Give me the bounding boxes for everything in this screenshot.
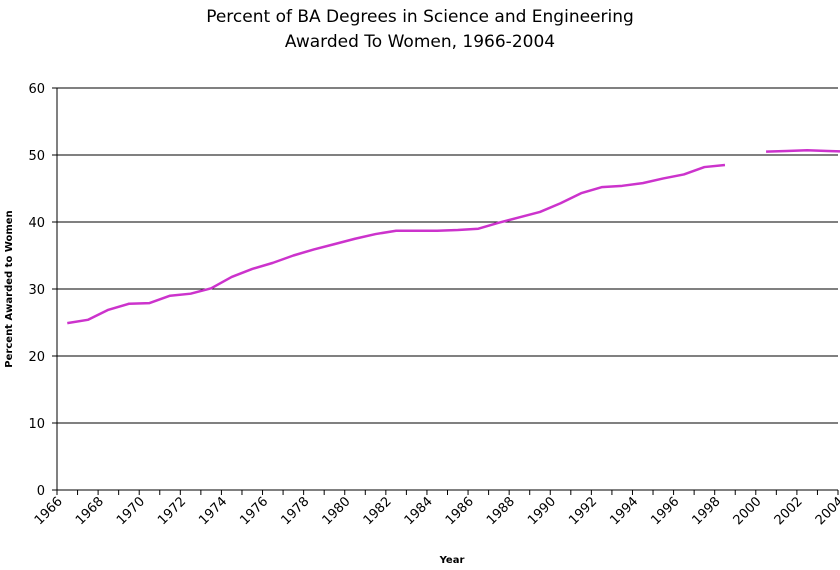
x-tick-label: 1986 [443,494,477,528]
x-tick-label: 2002 [772,494,806,528]
x-tick-label: 1976 [237,494,271,528]
y-tick-label: 50 [28,149,45,164]
y-tick-label: 0 [37,484,45,499]
y-tick-label: 60 [28,82,45,97]
x-tick-label: 2000 [731,494,765,528]
x-tick-label: 2004 [813,494,840,528]
y-tick-label: 40 [28,216,45,231]
x-tick-label: 1970 [114,494,148,528]
y-axis-label: Percent Awarded to Women [4,210,15,367]
x-tick-labels: 1966 1968 1970 1972 1974 1976 1978 1980 1982 1984… [32,490,840,528]
series-line-segment-1 [67,163,726,325]
x-tick-label: 1978 [278,494,312,528]
chart-title-line-2: Awarded To Women, 1966-2004 [285,32,555,52]
chart-title-line-1: Percent of BA Degrees in Science and Eng… [206,7,634,27]
x-tick-label: 1966 [32,494,66,528]
x-tick-label: 1994 [607,494,641,528]
x-tick-label: 1984 [402,494,436,528]
x-tick-label: 1992 [566,494,600,528]
x-tick-label: 1972 [155,494,189,528]
y-tick-labels: 0 10 20 30 40 50 60 [28,82,45,499]
y-tick-label: 10 [28,417,45,432]
x-tick-label: 1990 [525,494,559,528]
x-tick-label: 1982 [361,494,395,528]
x-tick-label: 1974 [196,494,230,528]
x-tick-label: 1980 [320,494,354,528]
x-tick-label: 1988 [484,494,518,528]
y-tick-label: 20 [28,350,45,365]
series-lines [67,149,840,325]
x-tick-label: 1998 [690,494,724,528]
y-tick-label: 30 [28,283,45,298]
x-axis-label: Year [439,555,465,566]
x-tick-label: 1996 [648,494,682,528]
series-line-segment-2 [766,149,840,153]
x-tick-label: 1968 [73,494,107,528]
gridlines [52,87,838,491]
